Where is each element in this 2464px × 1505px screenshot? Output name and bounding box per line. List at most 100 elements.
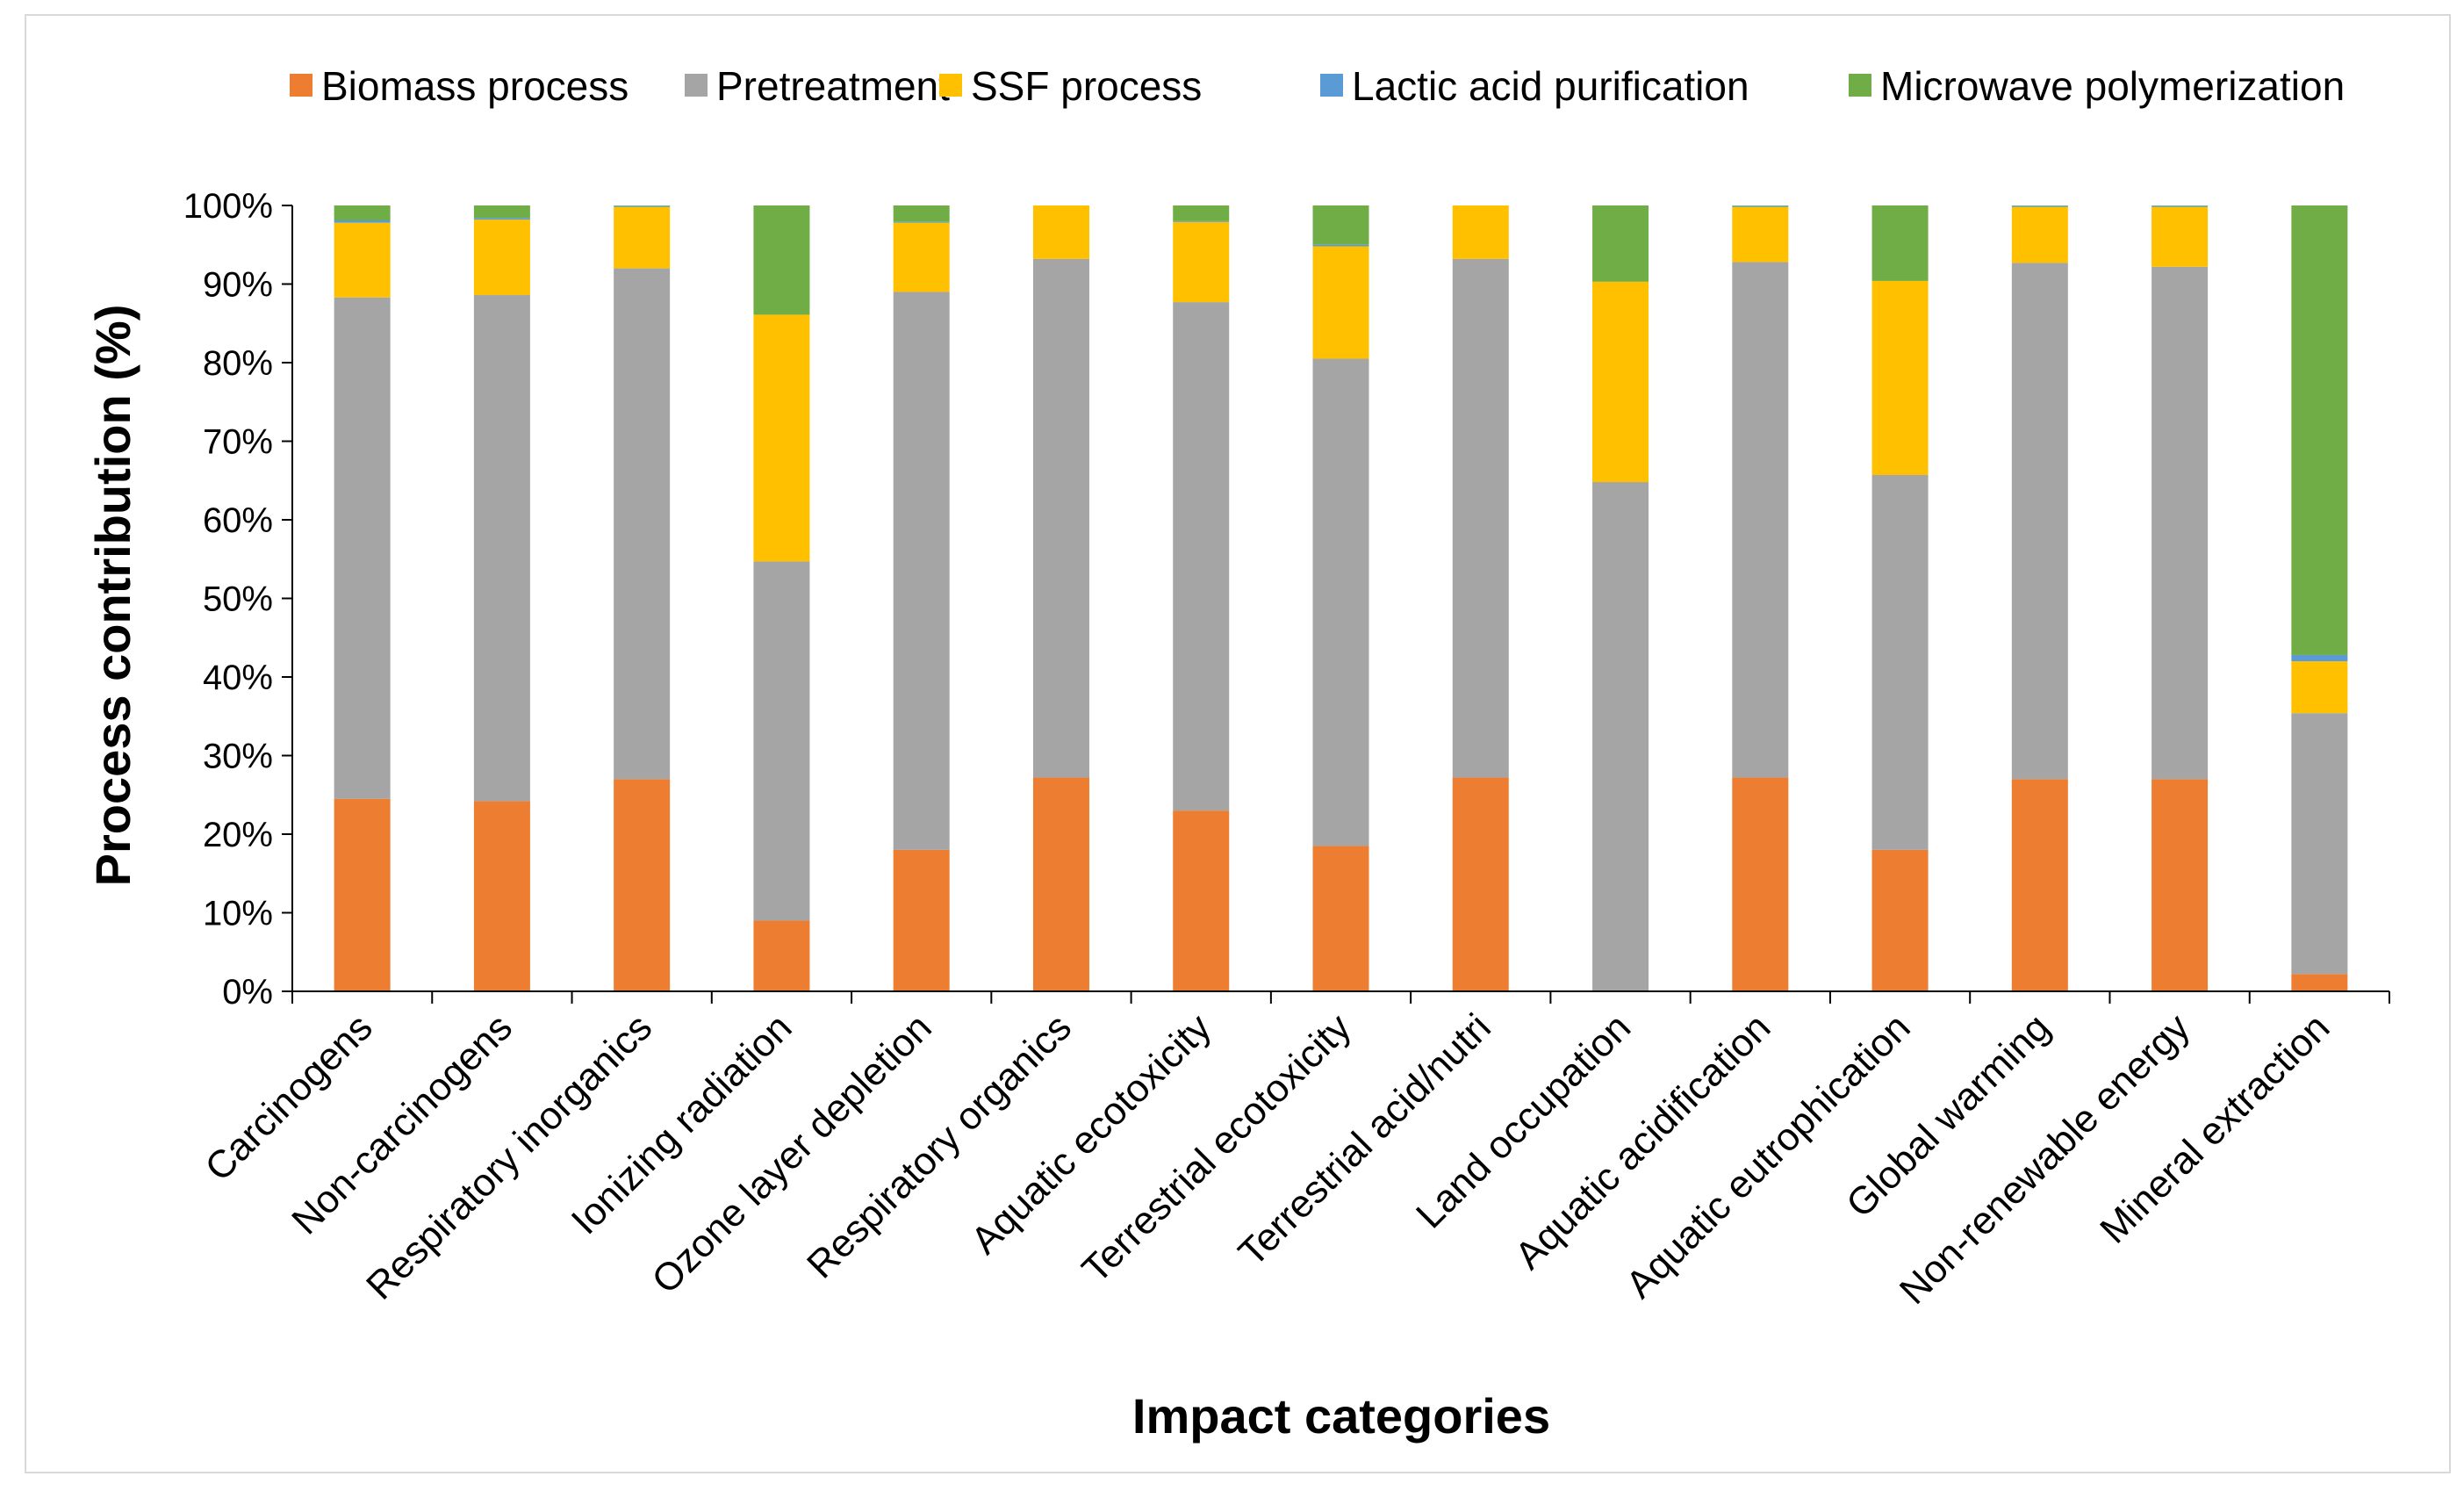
legend: Biomass process Pretreatment SSF process La… [290, 63, 2345, 109]
bar-segment-biomass-process [473, 801, 530, 991]
axes [291, 205, 2390, 1004]
bars [334, 205, 2348, 991]
bar-segment-pretreatment [1732, 262, 1789, 778]
bar-segment-pretreatment [753, 561, 810, 921]
bar-segment-microwave-polymerization [1312, 205, 1369, 245]
bar-segment-biomass-process [2291, 974, 2348, 991]
y-tick-label: 40% [203, 659, 273, 697]
bar-segment-biomass-process [1871, 849, 1929, 991]
bar-segment-biomass-process [1312, 846, 1369, 991]
bar-segment-pretreatment [473, 295, 530, 802]
bar-segment-pretreatment [334, 297, 391, 799]
bar-segment-ssf-process [334, 222, 391, 298]
x-tick-label: Respiratory organics [799, 1005, 1080, 1286]
bar-segment-microwave-polymerization [1871, 205, 1929, 281]
y-tick-label: 70% [203, 423, 273, 462]
legend-entry: Biomass process [321, 63, 629, 109]
bar-segment-lactic-acid-purification [1312, 244, 1369, 247]
bar-segment-biomass-process [1032, 777, 1089, 991]
x-tick-label: Aquatic ecotoxicity [963, 1005, 1219, 1262]
bar-segment-biomass-process [614, 779, 671, 991]
bar-segment-pretreatment [2011, 263, 2068, 780]
legend-swatch [939, 74, 962, 97]
bar-segment-microwave-polymerization [893, 205, 950, 222]
bar-segment-lactic-acid-purification [2011, 205, 2068, 207]
x-tick-label: Terrestrial ecotoxicity [1074, 1005, 1359, 1291]
y-tick-label: 50% [203, 580, 273, 619]
bar-segment-biomass-process [2011, 779, 2068, 991]
bar-segment-microwave-polymerization [1592, 205, 1649, 282]
bar-segment-ssf-process [2152, 206, 2209, 267]
bar-segment-lactic-acid-purification [2152, 205, 2209, 207]
legend-entry: Lactic acid purification [1352, 63, 1749, 109]
bar-segment-microwave-polymerization [753, 205, 810, 315]
bar-segment-microwave-polymerization [1173, 205, 1230, 221]
bar-segment-pretreatment [2291, 713, 2348, 975]
bar-segment-lactic-acid-purification [473, 218, 530, 220]
y-tick-label: 90% [203, 266, 273, 305]
bar-segment-biomass-process [893, 849, 950, 991]
bar-segment-biomass-process [1173, 810, 1230, 991]
legend-entry: SSF process [971, 63, 1202, 109]
bar-segment-lactic-acid-purification [1173, 220, 1230, 222]
legend-swatch [290, 74, 312, 97]
bar-segment-ssf-process [1452, 205, 1509, 259]
bar-segment-microwave-polymerization [473, 205, 530, 219]
x-tick-label: Aquatic acidification [1507, 1005, 1779, 1278]
bar-segment-microwave-polymerization [614, 205, 671, 206]
bar-segment-pretreatment [614, 268, 671, 780]
bar-segment-biomass-process [1732, 777, 1789, 991]
bar-segment-pretreatment [1173, 302, 1230, 811]
x-tick-label: Terrestrial acid/nutri [1231, 1005, 1499, 1274]
bar-segment-pretreatment [1592, 482, 1649, 991]
legend-entry: Microwave polymerization [1880, 63, 2345, 109]
bar-segment-ssf-process [893, 222, 950, 292]
x-tick-label: Mineral extraction [2092, 1005, 2338, 1251]
bar-segment-pretreatment [1871, 474, 1929, 850]
bar-segment-lactic-acid-purification [893, 221, 950, 223]
bar-segment-ssf-process [753, 314, 810, 562]
legend-swatch [685, 74, 708, 97]
bar-segment-ssf-process [614, 206, 671, 269]
y-tick-label: 60% [203, 501, 273, 540]
bar-segment-lactic-acid-purification [334, 220, 391, 223]
x-tick-label: Aquatic eutrophication [1618, 1005, 1919, 1307]
bar-segment-biomass-process [753, 920, 810, 991]
legend-entry: Pretreatment [716, 63, 950, 109]
y-tick-label: 0% [222, 973, 273, 1012]
bar-segment-microwave-polymerization [2011, 205, 2068, 206]
x-tick-label: Non-renewable energy [1892, 1005, 2198, 1312]
bar-segment-microwave-polymerization [1732, 205, 1789, 206]
bar-segment-pretreatment [2152, 266, 2209, 780]
bar-segment-lactic-acid-purification [1732, 205, 1789, 207]
bar-segment-biomass-process [334, 798, 391, 991]
y-tick-label: 80% [203, 344, 273, 383]
bar-segment-ssf-process [1592, 281, 1649, 483]
bar-segment-ssf-process [1173, 221, 1230, 303]
bar-segment-microwave-polymerization [2291, 205, 2348, 655]
bar-segment-ssf-process [1032, 205, 1089, 259]
bar-segment-ssf-process [2011, 206, 2068, 263]
bar-segment-lactic-acid-purification [2291, 654, 2348, 662]
y-tick-label: 10% [203, 895, 273, 933]
bar-segment-pretreatment [893, 292, 950, 850]
bar-segment-microwave-polymerization [334, 205, 391, 221]
bar-segment-ssf-process [2291, 661, 2348, 714]
bar-segment-microwave-polymerization [2152, 205, 2209, 206]
bar-segment-pretreatment [1032, 258, 1089, 778]
bar-segment-lactic-acid-purification [614, 205, 671, 207]
y-tick-label: 100% [183, 187, 273, 226]
bar-segment-biomass-process [2152, 779, 2209, 991]
bar-segment-ssf-process [1312, 246, 1369, 359]
x-axis-title: Impact categories [1132, 1388, 1550, 1444]
bar-segment-ssf-process [473, 220, 530, 296]
y-tick-label: 20% [203, 816, 273, 854]
y-tick-label: 30% [203, 738, 273, 776]
bar-segment-ssf-process [1871, 280, 1929, 475]
y-axis-title: Process contribution (%) [85, 305, 140, 887]
bar-segment-pretreatment [1312, 358, 1369, 846]
x-tick-label: Ozone layer depletion [643, 1005, 939, 1301]
legend-swatch [1849, 74, 1871, 97]
